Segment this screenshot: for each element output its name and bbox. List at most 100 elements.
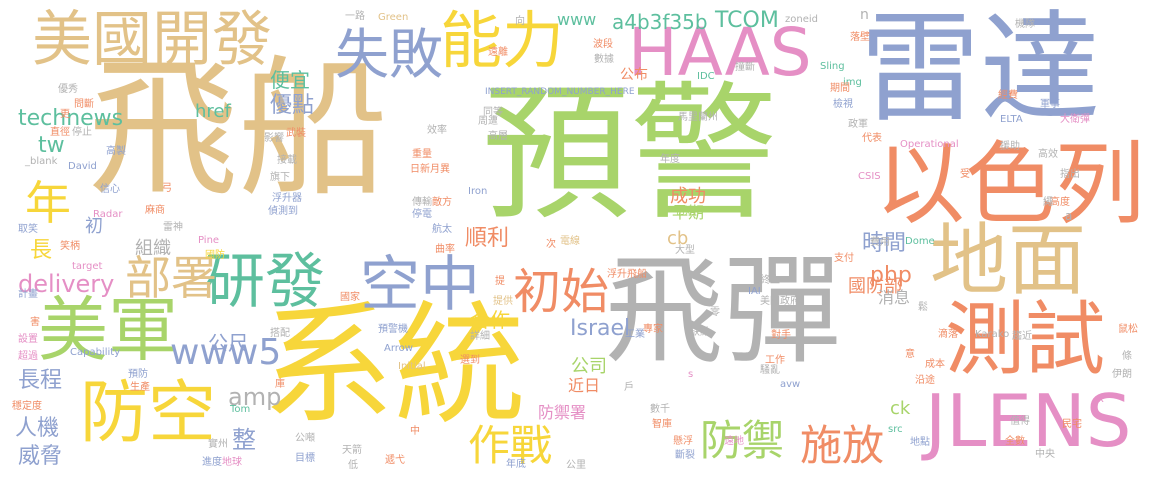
cloud-word: Israel bbox=[570, 316, 631, 341]
cloud-word: 遠離 bbox=[488, 47, 508, 58]
cloud-word: 優點 bbox=[270, 93, 315, 118]
cloud-word: 專家 bbox=[643, 324, 663, 335]
cloud-word: 實州 bbox=[208, 439, 228, 450]
cloud-word: 大型 bbox=[675, 245, 695, 256]
cloud-word: 數據 bbox=[594, 54, 614, 65]
cloud-word: 進度 bbox=[202, 457, 222, 468]
cloud-word: 飛彈 bbox=[605, 242, 842, 380]
cloud-word: 年度 bbox=[660, 154, 680, 165]
cloud-word: 戶 bbox=[624, 382, 634, 393]
cloud-word: 效率 bbox=[427, 125, 447, 136]
cloud-word: 周遭 bbox=[478, 116, 498, 127]
cloud-word: 庫 bbox=[275, 379, 285, 390]
cloud-word: technews bbox=[18, 106, 124, 131]
cloud-word: 國防部 bbox=[848, 276, 902, 297]
cloud-word: 地球 bbox=[222, 457, 242, 468]
cloud-word: 麻商 bbox=[145, 205, 165, 216]
cloud-word: 遠地 bbox=[724, 436, 744, 447]
cloud-word: 斷裂 bbox=[675, 450, 695, 461]
cloud-word: HAAS bbox=[628, 14, 812, 91]
cloud-word: 指出 bbox=[1060, 169, 1080, 180]
cloud-word: 意 bbox=[905, 349, 915, 360]
cloud-word: 航太 bbox=[432, 224, 452, 235]
cloud-word: 旗下 bbox=[270, 172, 290, 183]
cloud-word: 大衛彈 bbox=[1060, 114, 1090, 125]
cloud-word: Karako bbox=[975, 329, 1010, 340]
cloud-word: 零 bbox=[710, 307, 720, 318]
cloud-word: avw bbox=[780, 379, 801, 390]
cloud-word: 穩定度 bbox=[12, 401, 42, 412]
cloud-word: 笑柄 bbox=[60, 241, 80, 252]
cloud-word: 計畫 bbox=[18, 289, 38, 300]
cloud-word: 以色列 bbox=[875, 132, 1145, 237]
cloud-word: 落壁 bbox=[850, 32, 870, 43]
cloud-word: 鼠松 bbox=[1118, 324, 1138, 335]
cloud-word: 長 bbox=[30, 238, 53, 263]
cloud-word: 浮升飛船 bbox=[607, 269, 647, 280]
cloud-word: target bbox=[72, 261, 103, 272]
cloud-word: 一路 bbox=[345, 11, 365, 22]
cloud-word: 支付 bbox=[834, 253, 854, 264]
cloud-word: 撞斷 bbox=[735, 62, 755, 73]
cloud-word: 數千 bbox=[650, 404, 670, 415]
cloud-word: 初期 bbox=[675, 206, 695, 217]
cloud-word: 懸浮 bbox=[673, 436, 693, 447]
cloud-word: 缺點 bbox=[690, 327, 710, 338]
cloud-word: 公布 bbox=[620, 67, 648, 83]
cloud-word: 政軍 bbox=[848, 119, 868, 130]
cloud-word: 施放 bbox=[800, 421, 885, 470]
cloud-word: 近日 bbox=[568, 376, 601, 395]
cloud-word: 波段 bbox=[593, 39, 613, 50]
cloud-word: 全數 bbox=[1005, 436, 1025, 447]
cloud-word: 武裝 bbox=[286, 128, 306, 139]
cloud-word: 空中 bbox=[360, 250, 480, 320]
cloud-word: 國防 bbox=[205, 250, 225, 261]
cloud-word: 研發 bbox=[205, 247, 325, 317]
cloud-word: zoneid bbox=[785, 14, 818, 25]
cloud-word: 接載 bbox=[277, 155, 297, 166]
cloud-word: CSIS bbox=[858, 171, 881, 182]
cloud-word: 威脅 bbox=[18, 444, 63, 469]
cloud-word: 害 bbox=[30, 317, 40, 328]
cloud-word: 部署 bbox=[125, 251, 217, 305]
cloud-word: 機隊 bbox=[1015, 19, 1035, 30]
cloud-word: 成本 bbox=[925, 359, 945, 370]
cloud-word: Tom bbox=[230, 404, 251, 415]
cloud-word: 終止 bbox=[760, 275, 780, 286]
cloud-word: 天箭 bbox=[342, 445, 362, 456]
cloud-word: 防禦署 bbox=[538, 403, 587, 422]
cloud-word: delivery bbox=[18, 270, 115, 298]
cloud-word: 消息 bbox=[878, 288, 911, 307]
cloud-word: php bbox=[870, 263, 912, 288]
cloud-word: 公噸 bbox=[295, 433, 315, 444]
cloud-word: David bbox=[68, 161, 97, 172]
cloud-word: 目標 bbox=[295, 453, 315, 464]
cloud-word: 飛船 bbox=[88, 43, 389, 217]
cloud-word: 遞弋 bbox=[385, 455, 405, 466]
cloud-word: n bbox=[860, 7, 869, 23]
cloud-word: 設置 bbox=[18, 334, 38, 345]
cloud-word: 選到 bbox=[460, 355, 480, 366]
cloud-word: 優秀 bbox=[58, 84, 78, 95]
cloud-word: 中 bbox=[410, 426, 420, 437]
cloud-word: 條 bbox=[1122, 351, 1132, 362]
cloud-word: ELTA bbox=[1000, 114, 1023, 125]
cloud-word: tw bbox=[38, 133, 65, 158]
cloud-word: 低 bbox=[348, 460, 358, 471]
cloud-word: 騷亂 bbox=[760, 365, 780, 376]
cloud-word: 雷神 bbox=[163, 222, 183, 233]
cloud-word: 預警機 bbox=[378, 324, 408, 335]
cloud-word: 傳輸 bbox=[412, 197, 432, 208]
cloud-word: 早期 bbox=[672, 203, 705, 222]
cloud-word: IAI bbox=[748, 286, 761, 297]
cloud-word: 高效 bbox=[1038, 149, 1058, 160]
cloud-word: 作戰 bbox=[468, 421, 553, 470]
cloud-word: 軍事 bbox=[1040, 99, 1060, 110]
cloud-word: img bbox=[843, 77, 862, 88]
cloud-word: 搭配 bbox=[270, 328, 290, 339]
cloud-word: 取笑 bbox=[18, 224, 38, 235]
cloud-word: INSERT_RANDOM_NUMBER_HERE bbox=[485, 87, 635, 97]
cloud-word: 美國開發 bbox=[32, 5, 272, 75]
cloud-word: 系統 bbox=[262, 289, 526, 443]
cloud-word: 弓 bbox=[162, 183, 172, 194]
